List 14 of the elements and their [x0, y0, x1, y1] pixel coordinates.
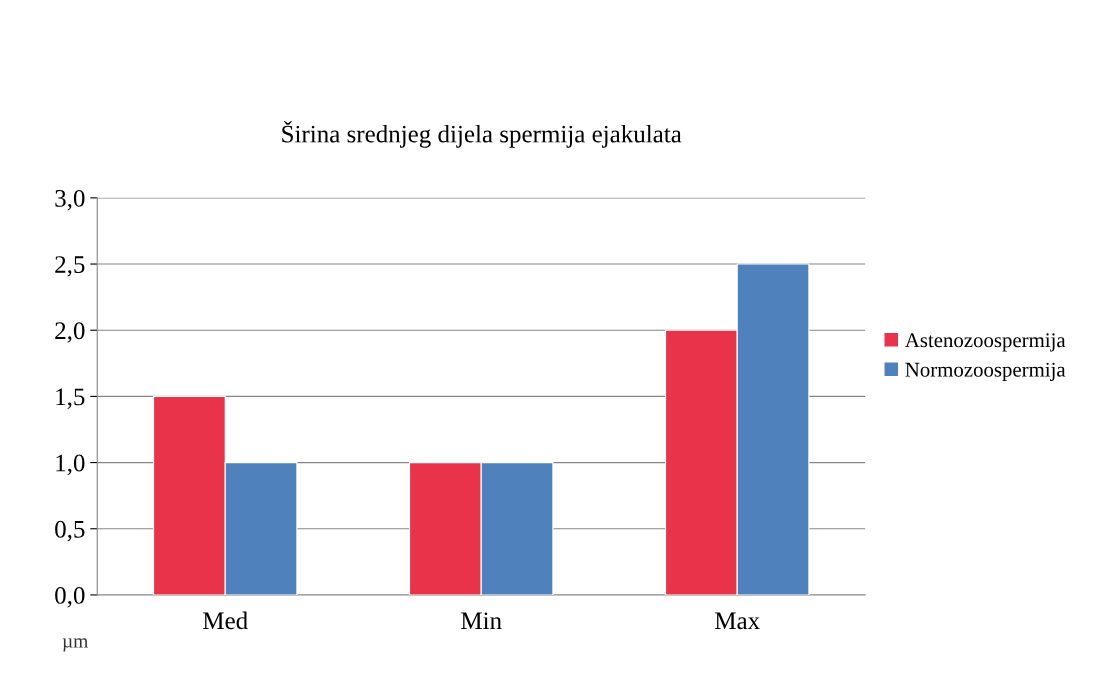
- x-tick-label: Med: [203, 611, 248, 630]
- legend-label: Normozoospermija: [905, 362, 1066, 381]
- y-tick-label: 1,0: [56, 454, 85, 476]
- y-tick-label: 3,0: [55, 189, 85, 211]
- y-tick-label: 2,0: [55, 322, 85, 343]
- y-tick-label: 0,0: [55, 586, 85, 608]
- x-tick-label: Max: [715, 612, 760, 630]
- x-tick-label: Min: [461, 612, 502, 629]
- y-tick-label: 1,5: [56, 388, 85, 409]
- y-tick-label: 2,5: [55, 256, 85, 277]
- y-tick-label: 0,5: [55, 520, 85, 542]
- y-axis-title: µm: [62, 638, 88, 652]
- chart-title: Širina srednjeg dijela spermija ejakulata: [282, 120, 682, 148]
- legend-label: Astenozoospermija: [905, 333, 1066, 352]
